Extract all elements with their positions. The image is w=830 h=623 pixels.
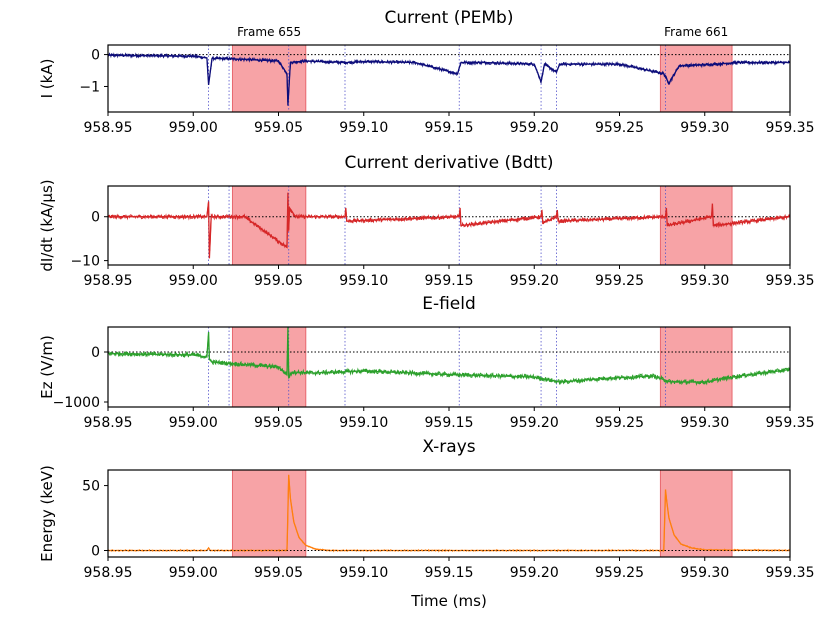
x-tick-label: 958.95 [84, 273, 133, 289]
panel-title: X-rays [422, 437, 475, 457]
x-tick-label: 959.15 [425, 415, 474, 431]
x-tick-label: 959.25 [595, 120, 644, 136]
frame-region [659, 326, 733, 408]
x-tick-label: 959.30 [680, 565, 729, 581]
x-tick-label: 959.30 [680, 120, 729, 136]
y-axis-label: dI/dt (kA/μs) [38, 179, 56, 271]
series-spikes [107, 54, 790, 106]
x-tick-label: 959.35 [766, 273, 815, 289]
x-tick-label: 959.20 [510, 273, 559, 289]
x-tick-label: 959.05 [254, 120, 303, 136]
frame-label: Frame 661 [664, 25, 728, 39]
x-tick-label: 959.35 [766, 415, 815, 431]
x-tick-label: 959.10 [339, 415, 388, 431]
x-tick-label: 959.05 [254, 273, 303, 289]
frame-region [231, 185, 307, 266]
y-tick-label: −10 [70, 254, 100, 270]
y-axis-label: Energy (keV) [38, 465, 56, 562]
panel-title: E-field [422, 294, 476, 314]
panel-4: 958.95 959.00 959.05 959.10 959.15 959.20 959.… [38, 437, 815, 610]
x-tick-label: 959.00 [169, 273, 218, 289]
y-tick-label: −1 [79, 79, 100, 95]
panel-1: Frame 655 Frame 661 958.95 959.00 959.05 959.… [38, 8, 815, 136]
x-tick-label: 959.05 [254, 565, 303, 581]
x-tick-label: 959.15 [425, 273, 474, 289]
frame-region [231, 469, 307, 558]
x-tick-label: 959.15 [425, 565, 474, 581]
x-tick-label: 959.30 [680, 273, 729, 289]
frame-label: Frame 655 [237, 25, 301, 39]
x-tick-label: 958.95 [84, 415, 133, 431]
x-tick-label: 959.00 [169, 565, 218, 581]
y-tick-label: 0 [91, 345, 100, 361]
x-tick-label: 959.10 [339, 120, 388, 136]
x-tick-label: 959.35 [766, 565, 815, 581]
x-tick-label: 959.20 [510, 565, 559, 581]
series-spikes [107, 327, 791, 383]
x-tick-label: 959.00 [169, 415, 218, 431]
x-tick-label: 959.25 [595, 273, 644, 289]
y-tick-label: 50 [82, 479, 100, 495]
y-tick-label: 0 [91, 210, 100, 226]
x-tick-label: 959.00 [169, 120, 218, 136]
y-axis-label: Ez (V/m) [38, 335, 56, 399]
panel-title: Current derivative (Bdtt) [344, 153, 553, 173]
x-tick-label: 959.35 [766, 120, 815, 136]
series-spikes [108, 192, 791, 259]
x-tick-label: 959.30 [680, 415, 729, 431]
y-tick-label: −1000 [53, 395, 100, 411]
panel-2: 958.95 959.00 959.05 959.10 959.15 959.20 959.… [38, 153, 815, 289]
x-tick-label: 959.10 [339, 565, 388, 581]
x-tick-label: 958.95 [84, 120, 133, 136]
x-tick-label: 959.25 [595, 415, 644, 431]
x-tick-label: 958.95 [84, 565, 133, 581]
x-tick-label: 959.15 [425, 120, 474, 136]
x-tick-label: 959.25 [595, 565, 644, 581]
x-tick-label: 959.20 [510, 415, 559, 431]
series-spikes [108, 475, 791, 552]
x-tick-label: 959.05 [254, 415, 303, 431]
y-axis-label: I (kA) [38, 59, 56, 99]
frame-region [231, 326, 307, 408]
frame-region [659, 469, 733, 558]
panel-title: Current (PEMb) [385, 8, 514, 28]
x-tick-label: 959.20 [510, 120, 559, 136]
frame-region [231, 44, 307, 113]
y-tick-label: 0 [91, 48, 100, 64]
y-tick-label: 0 [91, 544, 100, 560]
x-axis-label: Time (ms) [410, 592, 487, 610]
x-tick-label: 959.10 [339, 273, 388, 289]
panel-3: 958.95 959.00 959.05 959.10 959.15 959.20 959.… [38, 294, 815, 431]
